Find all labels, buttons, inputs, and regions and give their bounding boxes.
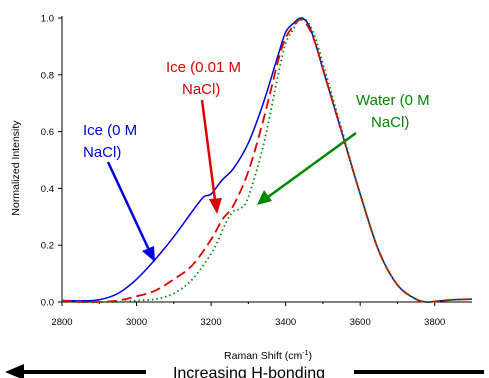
annotation-ice-001m-line2: NaCl) — [182, 81, 220, 98]
arrow-ice-0m — [106, 161, 151, 251]
y-tick-label: 0.0 — [41, 298, 54, 309]
arrow-head-ice-001m — [209, 198, 222, 214]
arrow-head-water — [257, 190, 272, 205]
arrow-water — [267, 131, 357, 199]
tick-marks — [58, 17, 436, 306]
hbond-arrow-head — [5, 364, 24, 378]
tick-labels: 2800 3000 3200 3400 3600 3800 0.0 0.2 0.4 0.6 0.8 1… — [41, 14, 446, 329]
arrow-ice-001m — [200, 99, 217, 201]
series-line-2 — [62, 16, 473, 304]
annotation-ice-0m: Ice (0 M NaCl) — [83, 122, 137, 161]
annotation-ice-0m-line1: Ice (0 M — [83, 122, 137, 139]
y-tick-label: 1.0 — [41, 14, 54, 25]
y-tick-label: 0.6 — [41, 127, 54, 138]
arrow-head-ice-0m — [142, 246, 155, 262]
y-axis-title: Normalized Intensity — [10, 120, 22, 216]
hbond-label: Increasing H-bonding — [173, 365, 325, 378]
x-tick-label: 3400 — [275, 317, 296, 328]
annotation-water-line1: Water (0 M — [356, 92, 430, 109]
series-line-0 — [61, 17, 473, 303]
x-tick-label: 3600 — [350, 317, 371, 328]
x-tick-label: 3200 — [201, 317, 222, 328]
annotation-water-line2: NaCl) — [371, 114, 409, 131]
y-tick-label: 0.4 — [41, 184, 54, 195]
x-axis-title: Raman Shift (cm-1) — [224, 350, 312, 362]
y-tick-label: 0.2 — [41, 241, 54, 252]
annotation-ice-001m-line1: Ice (0.01 M — [166, 59, 241, 76]
x-tick-label: 3800 — [424, 317, 445, 328]
series-lines — [61, 16, 473, 304]
x-tick-label: 2800 — [51, 317, 72, 328]
y-tick-label: 0.8 — [41, 70, 54, 81]
x-tick-label: 3000 — [126, 317, 147, 328]
annotation-ice-0m-line2: NaCl) — [83, 144, 121, 161]
series-line-1 — [61, 18, 473, 304]
